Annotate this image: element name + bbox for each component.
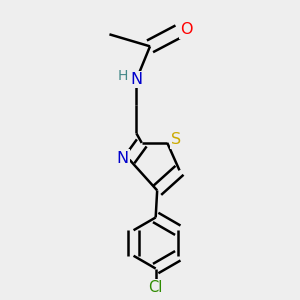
- Text: N: N: [130, 72, 142, 87]
- Text: H: H: [118, 69, 128, 83]
- Text: N: N: [117, 151, 129, 166]
- Text: S: S: [171, 132, 182, 147]
- Text: Cl: Cl: [148, 280, 163, 295]
- Text: O: O: [180, 22, 192, 37]
